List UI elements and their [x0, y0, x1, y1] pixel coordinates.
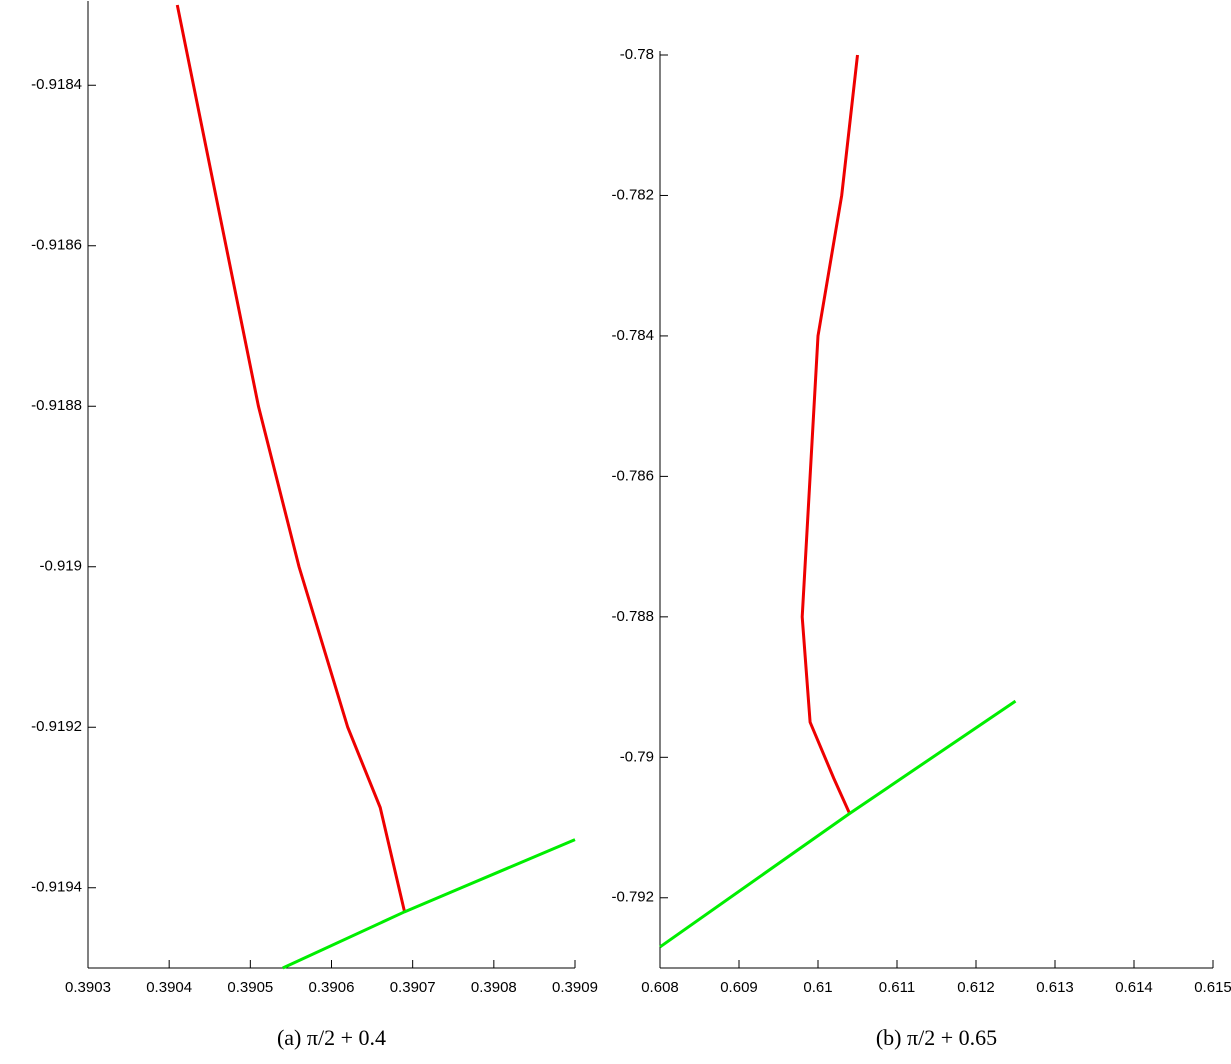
y-tick-label: -0.79: [620, 748, 654, 765]
curve: [659, 699, 1017, 949]
x-tick-label: 0.614: [1115, 979, 1153, 996]
y-tick-label: -0.9194: [31, 879, 82, 896]
x-tick-label: 0.3907: [390, 979, 436, 996]
x-tick-label: 0.3905: [227, 979, 273, 996]
caption: (b) π/2 + 0.65: [876, 1025, 997, 1050]
y-tick-label: -0.9186: [31, 237, 82, 254]
x-tick-label: 0.3903: [65, 979, 111, 996]
y-tick-label: -0.788: [611, 608, 654, 625]
x-tick-label: 0.608: [641, 979, 679, 996]
y-tick-label: -0.792: [611, 889, 654, 906]
y-tick-label: -0.782: [611, 186, 654, 203]
y-tick-label: -0.786: [611, 467, 654, 484]
x-tick-label: 0.615: [1194, 979, 1231, 996]
y-tick-label: -0.9188: [31, 397, 82, 414]
y-tick-label: -0.9184: [31, 76, 82, 93]
x-tick-label: 0.3904: [146, 979, 192, 996]
x-tick-label: 0.612: [957, 979, 995, 996]
x-tick-label: 0.609: [720, 979, 758, 996]
y-tick-label: -0.784: [611, 327, 654, 344]
y-tick-label: -0.9192: [31, 718, 82, 735]
curve: [282, 838, 576, 970]
curve: [800, 54, 859, 815]
x-tick-label: 0.611: [879, 979, 915, 996]
y-tick-label: -0.78: [620, 46, 654, 63]
x-tick-label: 0.3908: [471, 979, 517, 996]
x-tick-label: 0.61: [803, 979, 832, 996]
x-tick-label: 0.613: [1036, 979, 1074, 996]
x-tick-label: 0.3909: [552, 979, 598, 996]
y-tick-label: -0.919: [39, 558, 82, 575]
curve: [175, 4, 407, 913]
caption: (a) π/2 + 0.4: [277, 1025, 386, 1050]
x-tick-label: 0.3906: [309, 979, 355, 996]
